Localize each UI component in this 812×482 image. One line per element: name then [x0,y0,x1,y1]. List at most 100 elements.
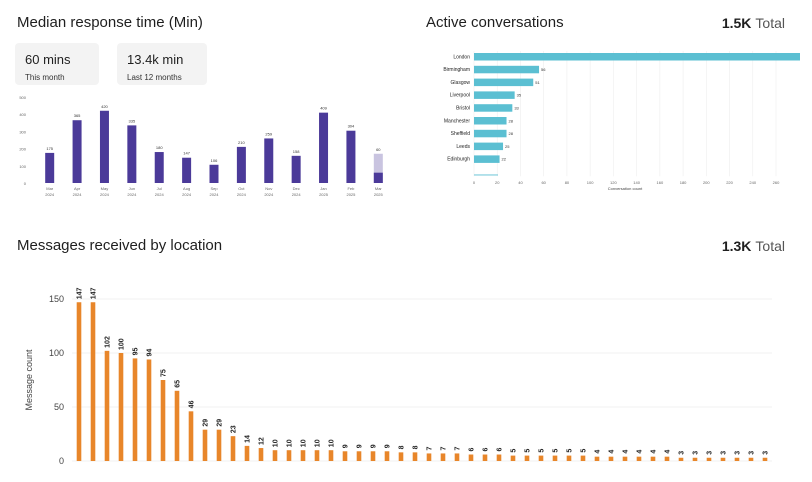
y-category-label: Liverpool [450,93,470,99]
bar-value-label: 4 [637,450,644,454]
y-category-label: Birmingham [443,67,470,73]
x-tick-label: Aug [183,186,190,191]
x-tick-label: Nov [265,186,272,191]
bar-value-label: 7 [441,446,448,450]
bar [622,456,628,461]
y-tick-label: 0 [59,456,64,466]
x-tick-label: 60 [541,180,546,185]
bar-value-label: 3 [679,451,686,455]
y-category-label: Sheffield [451,131,471,137]
bar-value-label: 365 [74,113,81,118]
this-month-value: 60 mins [25,52,71,67]
bar [706,457,712,461]
x-tick-label: Mar [375,186,383,191]
bar-value-label: 28 [509,131,514,136]
bar [474,104,513,112]
last-12-months-card: 13.4k min Last 12 months [117,43,207,85]
bar [90,302,96,461]
x-tick-label: 140 [633,180,640,185]
bar-value-label: 4 [595,450,602,454]
x-tick-label: Oct [238,186,245,191]
bar-value-label: 10 [329,439,336,447]
x-tick-label: May [101,186,109,191]
bar [230,436,236,461]
x-tick-label: 40 [518,180,523,185]
bar-value-label: 147 [77,287,84,299]
y-category-label: Bristol [456,105,470,111]
bar [76,302,82,461]
bar-value-label: 5 [525,449,532,453]
this-month-card: 60 mins This month [15,43,99,85]
bar-value-label: 3 [693,451,700,455]
x-tick-label: 2024 [237,192,247,197]
x-tick-label: 80 [565,180,570,185]
bar [510,455,516,461]
bar-value-label: 3 [707,451,714,455]
bar [664,456,670,461]
bar-value-label: 29 [203,419,210,427]
bar-value-label: 210 [238,140,245,145]
bar-value-label: 335 [129,118,136,123]
x-tick-label: 240 [749,180,756,185]
bar-value-label: 102 [105,336,112,348]
active-conversations-title: Active conversations [426,14,564,31]
bar-value-label: 4 [665,450,672,454]
x-tick-label: Mar [46,186,54,191]
y-tick-label: 100 [49,348,64,358]
bar-partial [474,174,498,176]
x-tick-label: Jan [320,186,326,191]
bar [524,455,530,461]
bar [244,445,250,461]
bar-value-label: 9 [343,444,350,448]
bar [474,53,800,61]
bar-value-label: 147 [91,287,98,299]
x-tick-label: Dec [293,186,300,191]
bar-value-label: 100 [119,338,126,350]
y-category-label: Manchester [444,118,470,124]
y-axis-label: Message count [24,349,34,411]
x-tick-label: 2024 [45,192,55,197]
x-tick-label: 200 [703,180,710,185]
bar [286,450,292,461]
bar-value-label: 95 [133,348,140,356]
last-12-months-label: Last 12 months [127,73,182,82]
bar [426,453,432,461]
bar-value-label: 14 [245,435,252,443]
bar [216,429,222,461]
bar-value-label: 28 [509,118,514,123]
bar [538,455,544,461]
bar-value-label: 10 [273,439,280,447]
bar-value-label: 6 [497,448,504,452]
bar [636,456,642,461]
x-tick-label: 2024 [264,192,274,197]
bar [342,451,348,461]
x-tick-label: 0 [473,180,476,185]
bar-value-label: 5 [553,449,560,453]
x-tick-label: 2025 [374,192,384,197]
y-tick-label: 150 [49,294,64,304]
bar-value-label: 5 [581,449,588,453]
active-conversations-chart: 0 20 40 60 80 100 120 140 160 180 200 220 240 260 Lond… [443,51,800,191]
y-tick-label: 300 [19,129,26,134]
bar [474,142,504,151]
y-tick-label: 500 [19,95,26,100]
bar-value-label: 6 [483,448,490,452]
messages-total-value: 1.3K [721,238,752,254]
x-axis-label: Conversation count [608,186,643,191]
bar-value-label: 12 [259,437,266,445]
bar [132,358,138,461]
bar-value-label: 10 [301,439,308,447]
bar [188,411,194,461]
bar [45,152,55,183]
bar [314,450,320,461]
last-12-months-value: 13.4k min [127,52,184,67]
this-month-label: This month [25,73,65,82]
bar-value-label: 106 [211,158,218,163]
active-conversations-total-label: Total [755,15,785,31]
active-conversations-total-value: 1.5K [721,15,752,31]
bar-value-label: 4 [609,450,616,454]
bar [474,129,507,138]
bar-value-label: 8 [399,445,406,449]
bar-value-label: 33 [514,105,519,110]
y-category-label: London [453,54,470,60]
